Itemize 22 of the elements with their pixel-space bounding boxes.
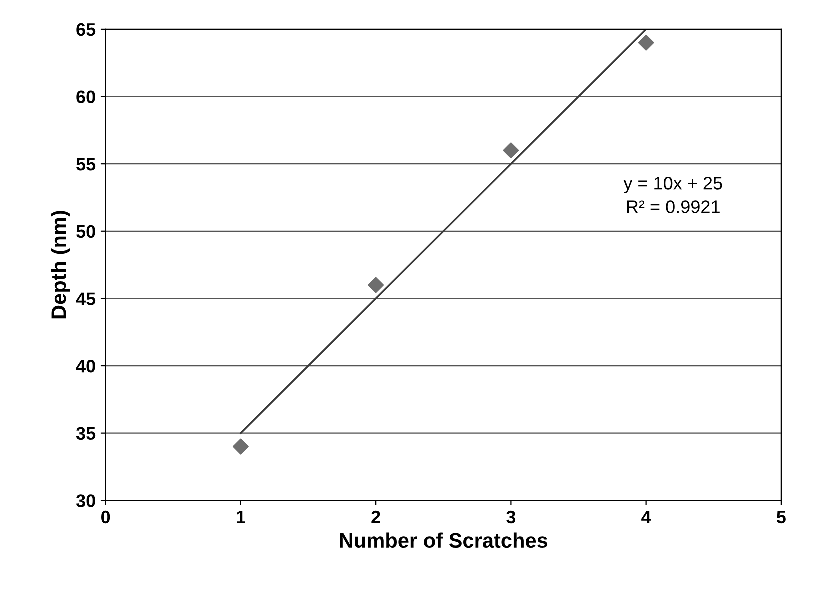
y-tick-label: 40 — [76, 360, 96, 373]
x-tick-label: 0 — [102, 510, 110, 524]
y-axis-title: Depth (nm) — [51, 211, 70, 319]
y-tick-label: 65 — [76, 23, 96, 36]
x-tick-label: 1 — [237, 511, 246, 524]
point — [638, 34, 654, 51]
y-tick-label: 30 — [76, 494, 96, 508]
annotation: R² = 0.9921 — [627, 200, 720, 214]
x-tick-label: 2 — [372, 510, 380, 524]
x-tick-label: 4 — [642, 511, 652, 524]
y-tick-label: 60 — [76, 90, 96, 104]
y-tick-label: 55 — [76, 158, 96, 171]
y-tick-label: 35 — [76, 427, 96, 440]
point — [503, 142, 520, 159]
annotation: y = 10x + 25 — [624, 177, 722, 194]
x-axis-title: Number of Scratches — [340, 532, 548, 548]
point — [232, 438, 249, 455]
point — [368, 277, 384, 294]
y-tick-label: 45 — [76, 292, 96, 306]
y-tick-label: 50 — [76, 225, 96, 238]
x-tick-label: 3 — [506, 510, 516, 524]
x-tick-label: 5 — [776, 511, 786, 524]
